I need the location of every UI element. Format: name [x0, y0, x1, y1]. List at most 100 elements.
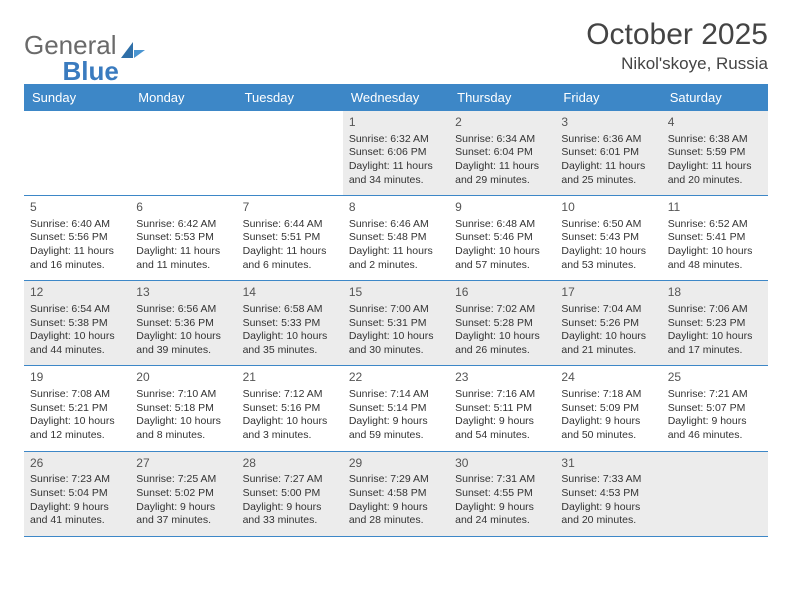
sunset-text: Sunset: 5:56 PM — [30, 231, 124, 245]
daylight-text: Daylight: 11 hours and 25 minutes. — [561, 160, 655, 187]
sunrise-text: Sunrise: 7:02 AM — [455, 303, 549, 317]
sunrise-text: Sunrise: 6:54 AM — [30, 303, 124, 317]
daylight-text: Daylight: 10 hours and 8 minutes. — [136, 415, 230, 442]
day-header-row: SundayMondayTuesdayWednesdayThursdayFrid… — [24, 84, 768, 111]
daylight-text: Daylight: 11 hours and 16 minutes. — [30, 245, 124, 272]
day-cell: 1Sunrise: 6:32 AMSunset: 6:06 PMDaylight… — [343, 111, 449, 195]
day-number: 7 — [243, 200, 337, 216]
day-number: 31 — [561, 456, 655, 472]
week-row: 19Sunrise: 7:08 AMSunset: 5:21 PMDayligh… — [24, 366, 768, 451]
title-block: October 2025 Nikol'skoye, Russia — [586, 18, 768, 74]
sunrise-text: Sunrise: 7:00 AM — [349, 303, 443, 317]
day-number: 19 — [30, 370, 124, 386]
sunrise-text: Sunrise: 6:42 AM — [136, 218, 230, 232]
sunset-text: Sunset: 5:53 PM — [136, 231, 230, 245]
sunrise-text: Sunrise: 6:34 AM — [455, 133, 549, 147]
daylight-text: Daylight: 10 hours and 48 minutes. — [668, 245, 762, 272]
sunrise-text: Sunrise: 7:18 AM — [561, 388, 655, 402]
daylight-text: Daylight: 10 hours and 30 minutes. — [349, 330, 443, 357]
sunset-text: Sunset: 5:43 PM — [561, 231, 655, 245]
day-cell: 30Sunrise: 7:31 AMSunset: 4:55 PMDayligh… — [449, 452, 555, 536]
day-number: 20 — [136, 370, 230, 386]
day-number: 8 — [349, 200, 443, 216]
daylight-text: Daylight: 9 hours and 24 minutes. — [455, 501, 549, 528]
sunset-text: Sunset: 5:23 PM — [668, 317, 762, 331]
logo: General Blue — [24, 18, 119, 73]
logo-text-2: Blue — [63, 56, 119, 87]
day-cell: 4Sunrise: 6:38 AMSunset: 5:59 PMDaylight… — [662, 111, 768, 195]
sunset-text: Sunset: 5:31 PM — [349, 317, 443, 331]
sunrise-text: Sunrise: 6:36 AM — [561, 133, 655, 147]
day-number: 28 — [243, 456, 337, 472]
day-number: 23 — [455, 370, 549, 386]
week-row: 5Sunrise: 6:40 AMSunset: 5:56 PMDaylight… — [24, 196, 768, 281]
day-header: Friday — [555, 84, 661, 111]
sunset-text: Sunset: 5:59 PM — [668, 146, 762, 160]
sunset-text: Sunset: 4:53 PM — [561, 487, 655, 501]
daylight-text: Daylight: 9 hours and 33 minutes. — [243, 501, 337, 528]
sunrise-text: Sunrise: 7:23 AM — [30, 473, 124, 487]
sunrise-text: Sunrise: 7:04 AM — [561, 303, 655, 317]
day-number: 27 — [136, 456, 230, 472]
day-number: 25 — [668, 370, 762, 386]
week-row: 12Sunrise: 6:54 AMSunset: 5:38 PMDayligh… — [24, 281, 768, 366]
day-cell: 21Sunrise: 7:12 AMSunset: 5:16 PMDayligh… — [237, 366, 343, 450]
day-cell: 10Sunrise: 6:50 AMSunset: 5:43 PMDayligh… — [555, 196, 661, 280]
sunrise-text: Sunrise: 7:33 AM — [561, 473, 655, 487]
day-cell: 7Sunrise: 6:44 AMSunset: 5:51 PMDaylight… — [237, 196, 343, 280]
day-header: Monday — [130, 84, 236, 111]
daylight-text: Daylight: 9 hours and 20 minutes. — [561, 501, 655, 528]
day-cell: 9Sunrise: 6:48 AMSunset: 5:46 PMDaylight… — [449, 196, 555, 280]
sunset-text: Sunset: 5:38 PM — [30, 317, 124, 331]
sunrise-text: Sunrise: 7:29 AM — [349, 473, 443, 487]
sunrise-text: Sunrise: 7:27 AM — [243, 473, 337, 487]
day-cell: 26Sunrise: 7:23 AMSunset: 5:04 PMDayligh… — [24, 452, 130, 536]
sunrise-text: Sunrise: 7:16 AM — [455, 388, 549, 402]
daylight-text: Daylight: 10 hours and 12 minutes. — [30, 415, 124, 442]
page-subtitle: Nikol'skoye, Russia — [586, 54, 768, 74]
daylight-text: Daylight: 10 hours and 57 minutes. — [455, 245, 549, 272]
day-cell: 29Sunrise: 7:29 AMSunset: 4:58 PMDayligh… — [343, 452, 449, 536]
day-cell: 31Sunrise: 7:33 AMSunset: 4:53 PMDayligh… — [555, 452, 661, 536]
daylight-text: Daylight: 10 hours and 17 minutes. — [668, 330, 762, 357]
day-number: 3 — [561, 115, 655, 131]
sunset-text: Sunset: 5:26 PM — [561, 317, 655, 331]
sunset-text: Sunset: 6:04 PM — [455, 146, 549, 160]
day-number: 30 — [455, 456, 549, 472]
day-number: 26 — [30, 456, 124, 472]
day-number: 14 — [243, 285, 337, 301]
daylight-text: Daylight: 11 hours and 2 minutes. — [349, 245, 443, 272]
day-cell: 5Sunrise: 6:40 AMSunset: 5:56 PMDaylight… — [24, 196, 130, 280]
day-cell: 16Sunrise: 7:02 AMSunset: 5:28 PMDayligh… — [449, 281, 555, 365]
day-number: 22 — [349, 370, 443, 386]
day-cell — [237, 111, 343, 195]
day-cell: 27Sunrise: 7:25 AMSunset: 5:02 PMDayligh… — [130, 452, 236, 536]
sunrise-text: Sunrise: 6:38 AM — [668, 133, 762, 147]
daylight-text: Daylight: 9 hours and 54 minutes. — [455, 415, 549, 442]
day-cell: 14Sunrise: 6:58 AMSunset: 5:33 PMDayligh… — [237, 281, 343, 365]
day-cell: 15Sunrise: 7:00 AMSunset: 5:31 PMDayligh… — [343, 281, 449, 365]
daylight-text: Daylight: 10 hours and 26 minutes. — [455, 330, 549, 357]
sunset-text: Sunset: 5:02 PM — [136, 487, 230, 501]
daylight-text: Daylight: 10 hours and 21 minutes. — [561, 330, 655, 357]
sunrise-text: Sunrise: 6:40 AM — [30, 218, 124, 232]
daylight-text: Daylight: 10 hours and 53 minutes. — [561, 245, 655, 272]
day-cell: 2Sunrise: 6:34 AMSunset: 6:04 PMDaylight… — [449, 111, 555, 195]
sunset-text: Sunset: 5:51 PM — [243, 231, 337, 245]
day-number: 2 — [455, 115, 549, 131]
sunset-text: Sunset: 5:09 PM — [561, 402, 655, 416]
day-header: Tuesday — [237, 84, 343, 111]
sunset-text: Sunset: 6:01 PM — [561, 146, 655, 160]
sunset-text: Sunset: 5:21 PM — [30, 402, 124, 416]
sunrise-text: Sunrise: 7:25 AM — [136, 473, 230, 487]
sunset-text: Sunset: 5:16 PM — [243, 402, 337, 416]
sunrise-text: Sunrise: 7:10 AM — [136, 388, 230, 402]
day-number: 11 — [668, 200, 762, 216]
daylight-text: Daylight: 9 hours and 59 minutes. — [349, 415, 443, 442]
daylight-text: Daylight: 9 hours and 41 minutes. — [30, 501, 124, 528]
day-cell: 6Sunrise: 6:42 AMSunset: 5:53 PMDaylight… — [130, 196, 236, 280]
calendar: SundayMondayTuesdayWednesdayThursdayFrid… — [24, 84, 768, 537]
daylight-text: Daylight: 11 hours and 34 minutes. — [349, 160, 443, 187]
day-cell: 23Sunrise: 7:16 AMSunset: 5:11 PMDayligh… — [449, 366, 555, 450]
sunrise-text: Sunrise: 6:46 AM — [349, 218, 443, 232]
